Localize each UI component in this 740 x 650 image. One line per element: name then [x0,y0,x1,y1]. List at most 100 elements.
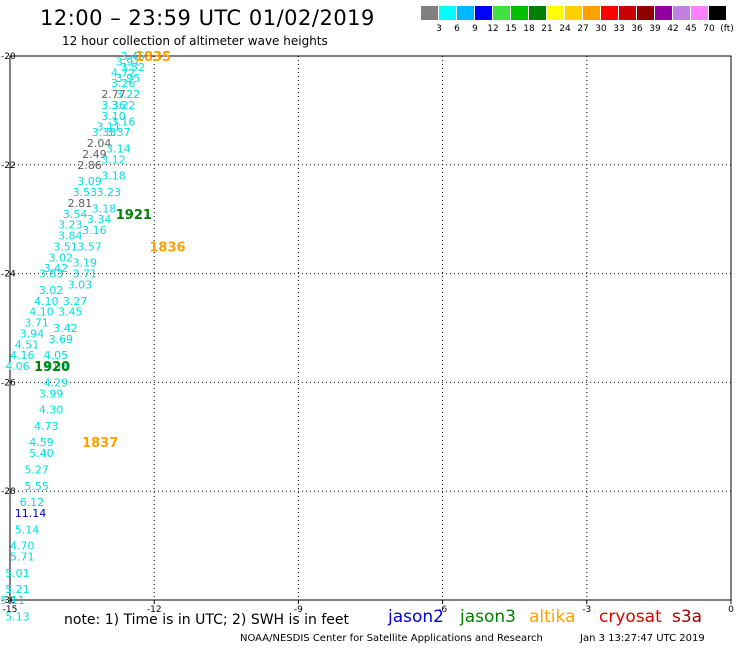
wave-height-label: 3.36 [101,99,126,112]
wave-height-label: 2.81 [68,197,93,210]
wave-height-label: 3.42 [53,322,77,335]
color-scale-label: 33 [613,24,625,34]
color-swatch [457,6,474,20]
color-scale-label: 6 [454,24,460,34]
color-swatch [637,6,654,20]
color-swatch [511,6,528,20]
page-title: 12:00 – 23:59 UTC 01/02/2019 [40,6,375,30]
wave-height-label: 3.99 [39,387,64,400]
wave-height-label: 3.11 [97,121,122,134]
color-scale-label: (ft) [720,24,734,34]
credit-line: NOAA/NESDIS Center for Satellite Applica… [240,633,543,644]
wave-height-label: 3.18 [101,170,126,183]
color-swatch [709,6,726,20]
pass-time-label: 1835 [135,50,171,65]
pass-time-label: 1837 [82,436,118,451]
latitude-tick-label: -22 [1,161,16,171]
wave-height-label: 3.03 [68,278,93,291]
color-swatch [421,6,438,20]
pass-time-label: 1920 [34,360,70,375]
wave-height-label: 3.54 [63,208,88,221]
wave-height-label: 2.77 [101,88,126,101]
wave-height-label: 3.02 [39,284,64,297]
latitude-tick-label: -20 [1,52,16,62]
wave-height-label: 5.71 [10,550,35,563]
color-swatch [565,6,582,20]
wave-height-label: 2.49 [82,148,107,161]
wave-height-label: 11.14 [15,507,47,520]
wave-height-label: 4.73 [34,420,59,433]
satellite-legend-altika: altika [529,607,576,627]
wave-height-label: 3.52 [121,61,146,74]
color-swatch [601,6,618,20]
color-swatch [493,6,510,20]
footer-note: note: 1) Time is in UTC; 2) SWH is in fe… [64,612,350,628]
wave-height-label: 3.09 [77,175,102,188]
wave-height-label: 3.14 [106,142,131,155]
wave-height-label: 3.33 [92,126,117,139]
wave-height-label: 3.23 [58,219,83,232]
wave-height-label: 5.13 [5,610,30,623]
color-scale-label: 42 [667,24,679,34]
wave-height-label: 4.05 [44,349,69,362]
latitude-tick-label: -28 [1,487,16,497]
wave-height-label: 4.59 [29,436,54,449]
color-scale-label: 45 [685,24,697,34]
wave-height-label: 3.37 [106,126,131,139]
longitude-tick-label: -3 [582,605,591,615]
wave-height-label: 5.27 [24,463,48,476]
generated-timestamp: Jan 3 13:27:47 UTC 2019 [580,633,705,644]
color-swatch [655,6,672,20]
wave-height-label: 5.14 [15,523,40,536]
color-swatch [475,6,492,20]
color-scale-label: 15 [505,24,517,34]
color-scale-label: 27 [577,24,589,34]
color-scale-label: 30 [595,24,607,34]
wave-height-label: 3.16 [82,224,107,237]
wave-height-label: 4.30 [39,404,64,417]
color-scale-label: 18 [523,24,535,34]
wave-height-label: 2.04 [87,137,112,150]
wave-height-label: 4.06 [5,360,30,373]
wave-height-label: 3.18 [92,202,117,215]
color-scale-label: 12 [487,24,499,34]
wave-height-label: 5.55 [24,480,48,493]
wave-height-label: 3.94 [20,327,45,340]
wave-height-label: 4.29 [44,376,69,389]
wave-height-label: 3.26 [111,77,136,90]
wave-height-label: 4.16 [10,349,35,362]
color-swatch [529,6,546,20]
wave-height-label: 5.11 [0,594,25,607]
wave-height-label: 3.22 [111,99,136,112]
wave-height-label: 4.72 [111,66,136,79]
wave-height-label: 3.10 [101,110,126,123]
satellite-legend-jason2: jason2 [388,607,444,627]
color-swatch [673,6,690,20]
longitude-tick-label: 0 [728,605,734,615]
color-scale-label: 39 [649,24,661,34]
color-swatch [619,6,636,20]
longitude-tick-label: -15 [3,605,18,615]
wave-height-label: 3.53 [72,186,97,199]
wave-height-label: 3.12 [101,153,126,166]
color-scale-label: 9 [472,24,478,34]
wave-height-label: 4.70 [10,540,35,553]
color-scale-label: 70 [703,24,715,34]
latitude-tick-label: -30 [1,596,16,606]
wave-height-label: 3.34 [87,213,112,226]
satellite-legend-cryosat: cryosat [599,607,662,627]
satellite-legend-s3a: s3a [672,607,703,627]
latitude-tick-label: -24 [1,270,16,280]
pass-time-label: 1836 [149,240,185,255]
color-scale-label: 21 [541,24,553,34]
wave-height-label: 3.45 [58,306,83,319]
pass-time-label: 1921 [116,208,152,223]
wave-height-label: 3.16 [111,115,136,128]
wave-height-label: 3.02 [48,251,73,264]
color-swatch [583,6,600,20]
wave-height-label: 5.01 [5,567,30,580]
page-subtitle: 12 hour collection of altimeter wave hei… [62,34,328,48]
wave-height-label: 3.22 [116,88,141,101]
color-swatch [691,6,708,20]
